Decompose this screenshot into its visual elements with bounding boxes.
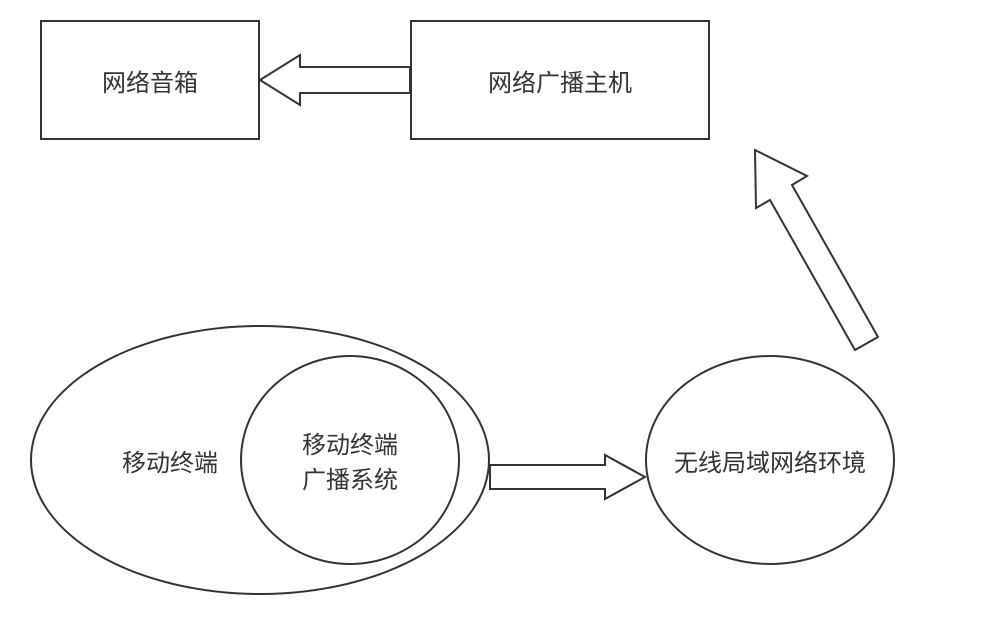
arrow-terminal-to-wlan xyxy=(490,455,645,499)
node-wlan-environment: 无线局域网络环境 xyxy=(645,355,895,565)
node-broadcast-host: 网络广播主机 xyxy=(410,20,710,140)
node-network-speaker: 网络音箱 xyxy=(40,20,260,140)
arrow-host-to-speaker xyxy=(260,55,410,105)
node-mobile-terminal-broadcast-system: 移动终端 广播系统 xyxy=(240,355,460,565)
arrow-wlan-to-host xyxy=(700,145,880,360)
diagram-canvas: 网络音箱 网络广播主机 移动终端 移动终端 广播系统 无线局域网络环境 xyxy=(0,0,1000,637)
label-mobile-terminal: 移动终端 xyxy=(90,440,250,480)
